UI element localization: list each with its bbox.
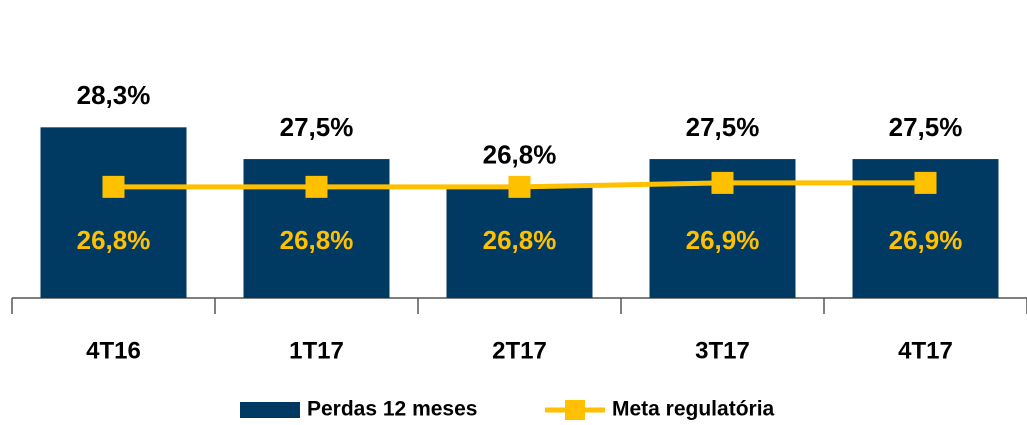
bar-value-label: 27,5% [280, 112, 354, 142]
legend-swatch [240, 402, 300, 418]
x-tick-label: 2T17 [492, 337, 547, 364]
line-value-label: 26,8% [77, 225, 151, 255]
legend-label: Perdas 12 meses [307, 398, 477, 421]
bar-value-label: 27,5% [889, 112, 963, 142]
line-marker [711, 171, 734, 194]
x-tick-label: 4T16 [86, 337, 141, 364]
line-value-label: 26,9% [686, 225, 760, 255]
line-marker [305, 175, 328, 198]
line-value-label: 26,9% [889, 225, 963, 255]
bar-value-label: 26,8% [483, 140, 557, 170]
line-marker [508, 175, 531, 198]
x-tick-label: 1T17 [289, 337, 344, 364]
bar [446, 186, 593, 298]
line-marker [102, 175, 125, 198]
line-value-label: 26,8% [280, 225, 354, 255]
bar [40, 127, 187, 298]
line-value-label: 26,8% [483, 225, 557, 255]
x-tick-label: 3T17 [695, 337, 750, 364]
bar-value-label: 27,5% [686, 112, 760, 142]
legend-marker [565, 400, 585, 420]
x-tick-label: 4T17 [898, 337, 953, 364]
legend-label: Meta regulatória [612, 398, 775, 421]
bar-value-label: 28,3% [77, 80, 151, 110]
line-marker [914, 171, 937, 194]
